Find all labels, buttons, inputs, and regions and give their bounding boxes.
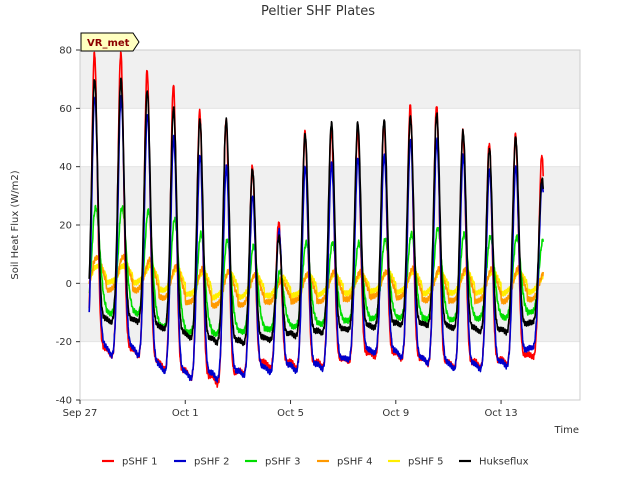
- legend-label: pSHF 5: [408, 457, 444, 468]
- y-tick-label: -20: [56, 337, 72, 348]
- legend-label: pSHF 3: [265, 457, 301, 468]
- grid-band: [80, 50, 580, 109]
- x-axis: Sep 27 Oct 1 Oct 5 Oct 9 Oct 13: [63, 400, 518, 419]
- legend-label: Hukseflux: [479, 457, 529, 468]
- legend-label: pSHF 4: [337, 457, 373, 468]
- y-tick-label: 40: [59, 162, 72, 173]
- y-tick-label: -40: [56, 396, 72, 407]
- vr-met-badge: VR_met: [80, 32, 140, 52]
- chart-title: Peltier SHF Plates: [261, 4, 375, 19]
- x-tick-label: Oct 1: [172, 408, 199, 419]
- series-lines: [88, 51, 544, 388]
- y-tick-label: 0: [66, 279, 72, 290]
- badge-label: VR_met: [87, 38, 130, 49]
- y-axis: -40 -20 0 20 40 60 80: [56, 46, 80, 407]
- x-tick-label: Oct 5: [277, 408, 304, 419]
- y-tick-label: 20: [59, 221, 72, 232]
- x-tick-label: Oct 13: [484, 408, 517, 419]
- legend-label: pSHF 2: [194, 457, 230, 468]
- series-line-hukseflux: [88, 77, 544, 347]
- x-axis-label: Time: [554, 425, 579, 436]
- x-tick-label: Oct 9: [382, 408, 409, 419]
- y-axis-label: Soil Heat Flux (W/m2): [10, 170, 21, 279]
- x-tick-label: Sep 27: [63, 408, 98, 419]
- legend: pSHF 1 pSHF 2 pSHF 3 pSHF 4 pSHF 5 Hukseflux: [102, 457, 529, 468]
- y-tick-label: 80: [59, 46, 72, 57]
- legend-label: pSHF 1: [122, 457, 158, 468]
- y-tick-label: 60: [59, 104, 72, 115]
